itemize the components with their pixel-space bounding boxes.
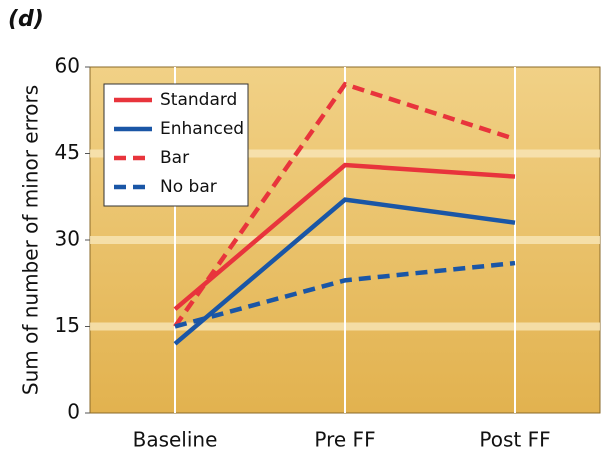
- series-line: [173, 197, 516, 346]
- y-tick-label: 60: [55, 54, 80, 78]
- y-tick-label: 15: [55, 313, 80, 337]
- series-line: [173, 162, 516, 311]
- legend-label: Enhanced: [160, 119, 244, 139]
- series-line: [173, 81, 516, 328]
- y-axis-label: Sum of number of minor errors: [19, 85, 43, 395]
- series-line: [174, 260, 516, 329]
- legend-box: [103, 83, 249, 207]
- x-tick-label: Pre FF: [314, 428, 375, 452]
- x-tick-label: Baseline: [133, 428, 218, 452]
- legend-label: Bar: [160, 148, 189, 168]
- y-tick-label: 30: [55, 227, 80, 251]
- panel-label: (d): [8, 7, 44, 32]
- legend-label: No bar: [160, 177, 217, 197]
- x-tick-label: Post FF: [479, 428, 550, 452]
- legend-label: Standard: [160, 90, 237, 110]
- y-tick-label: 0: [67, 400, 80, 424]
- y-tick-label: 45: [55, 140, 80, 164]
